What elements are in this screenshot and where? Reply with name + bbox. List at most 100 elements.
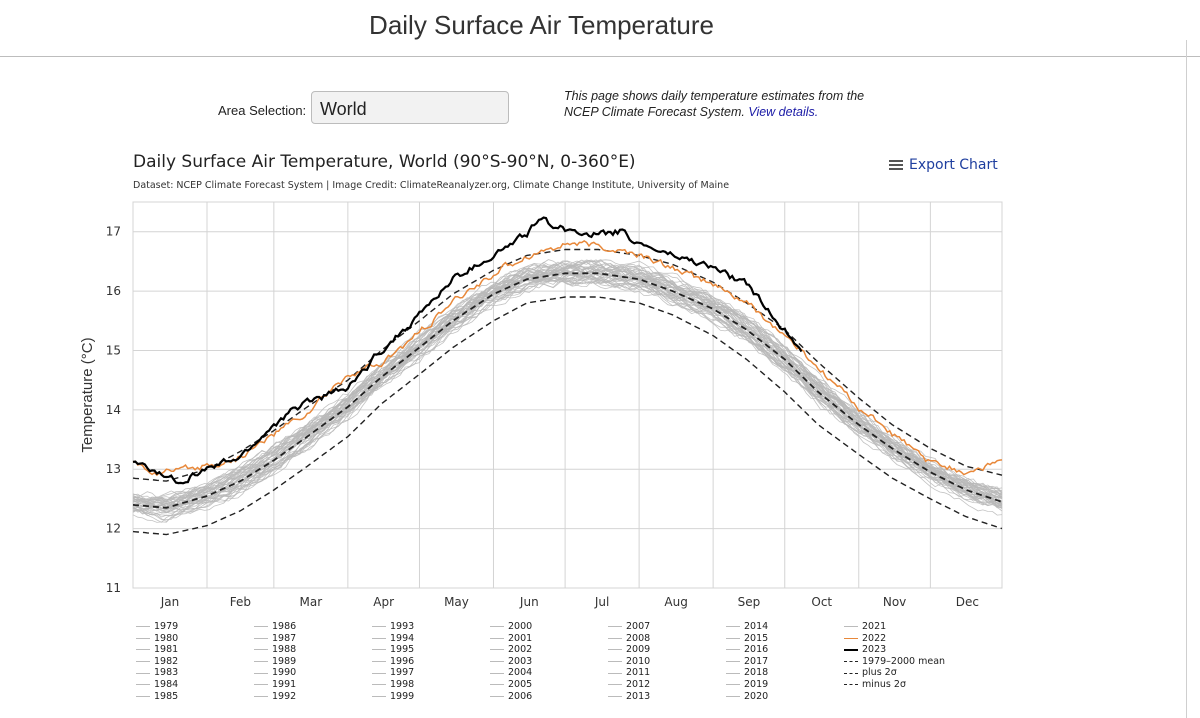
x-tick-label: May	[444, 595, 469, 609]
past-year-line	[132, 277, 1003, 517]
legend-item[interactable]: 2012	[608, 679, 726, 691]
x-tick-label: Sep	[738, 595, 761, 609]
legend-item[interactable]: 2016	[726, 644, 844, 656]
view-details-link[interactable]: View details.	[748, 105, 819, 119]
legend-item[interactable]: 2013	[608, 691, 726, 703]
legend-item[interactable]: 1999	[372, 691, 490, 703]
legend-item[interactable]: 1979	[136, 621, 254, 633]
panel-edge	[1186, 40, 1187, 718]
y-tick-label: 16	[106, 284, 121, 298]
legend-item[interactable]: 2019	[726, 679, 844, 691]
legend-swatch	[372, 684, 386, 686]
legend-item[interactable]: 1994	[372, 633, 490, 645]
legend-item[interactable]: 2018	[726, 667, 844, 679]
legend-item[interactable]: 1988	[254, 644, 372, 656]
legend-swatch	[490, 695, 504, 697]
legend-item[interactable]: 1980	[136, 633, 254, 645]
legend-item[interactable]: 2004	[490, 667, 608, 679]
legend-swatch	[844, 637, 858, 639]
legend-item[interactable]: 1997	[372, 667, 490, 679]
x-tick-label: Oct	[811, 595, 832, 609]
legend-item[interactable]: 1993	[372, 621, 490, 633]
legend-swatch	[726, 672, 740, 674]
legend-label: 2011	[626, 667, 651, 679]
legend-label: 1981	[154, 644, 179, 656]
legend-item[interactable]: 1983	[136, 667, 254, 679]
legend-item[interactable]: 2011	[608, 667, 726, 679]
legend-item[interactable]: 2010	[608, 656, 726, 668]
y-tick-label: 15	[106, 343, 121, 357]
legend-swatch	[844, 626, 858, 628]
legend-item[interactable]: 1985	[136, 691, 254, 703]
legend-swatch	[844, 672, 858, 674]
legend-label: 1990	[272, 667, 297, 679]
legend-item[interactable]: 2015	[726, 633, 844, 645]
legend-item[interactable]: 1989	[254, 656, 372, 668]
legend-label: 1995	[390, 644, 415, 656]
legend-swatch	[372, 695, 386, 697]
legend-label: 2007	[626, 621, 651, 632]
x-tick-label: Jun	[519, 595, 539, 609]
legend-item[interactable]: 1995	[372, 644, 490, 656]
legend-item[interactable]: 1986	[254, 621, 372, 633]
legend-item[interactable]: 1998	[372, 679, 490, 691]
info-description: This page shows daily temperature estima…	[564, 89, 865, 119]
legend-swatch	[490, 661, 504, 663]
legend-item[interactable]: 2009	[608, 644, 726, 656]
legend-item[interactable]: plus 2σ	[844, 667, 962, 679]
legend-item[interactable]: 2000	[490, 621, 608, 633]
legend-item[interactable]: 2002	[490, 644, 608, 656]
legend-swatch	[372, 637, 386, 639]
legend-label: 2015	[744, 632, 769, 644]
legend-item[interactable]: 1982	[136, 656, 254, 668]
page-title: Daily Surface Air Temperature	[369, 10, 714, 40]
legend-label: 2005	[508, 678, 533, 690]
legend-item[interactable]: 2014	[726, 621, 844, 633]
legend-item[interactable]: 1979–2000 mean	[844, 656, 962, 668]
legend-label: 1989	[272, 655, 297, 667]
legend-label: 1994	[390, 632, 415, 644]
legend-item[interactable]: 1996	[372, 656, 490, 668]
legend-item[interactable]: minus 2σ	[844, 679, 962, 691]
legend-swatch	[490, 626, 504, 628]
plus-2sigma-line	[132, 248, 1003, 482]
legend-label: minus 2σ	[862, 678, 906, 690]
legend-item[interactable]: 2017	[726, 656, 844, 668]
title-divider	[0, 56, 1200, 57]
legend-label: 2008	[626, 632, 651, 644]
legend-item[interactable]: 2020	[726, 691, 844, 703]
legend-label: 1993	[390, 621, 415, 632]
legend-swatch	[608, 626, 622, 628]
legend-item[interactable]: 2006	[490, 691, 608, 703]
legend-item[interactable]: 1981	[136, 644, 254, 656]
legend-item[interactable]: 2022	[844, 633, 962, 645]
legend-label: 2019	[744, 678, 769, 690]
export-chart-button[interactable]: Export Chart	[889, 157, 998, 173]
legend-swatch	[136, 684, 150, 686]
legend-swatch	[608, 684, 622, 686]
legend-item[interactable]: 2021	[844, 621, 962, 633]
chart-subtitle: Dataset: NCEP Climate Forecast System | …	[133, 180, 730, 191]
plot-area	[132, 201, 1003, 589]
legend-item[interactable]: 2003	[490, 656, 608, 668]
x-tick-label: Apr	[373, 595, 394, 609]
legend-item[interactable]: 2007	[608, 621, 726, 633]
area-selection-input[interactable]: World	[311, 91, 509, 124]
legend-swatch	[136, 672, 150, 674]
legend-item[interactable]: 2023	[844, 644, 962, 656]
legend-label: 2001	[508, 632, 533, 644]
legend-swatch	[372, 626, 386, 628]
legend-swatch	[844, 684, 858, 686]
legend-item[interactable]: 1992	[254, 691, 372, 703]
legend-item[interactable]: 1990	[254, 667, 372, 679]
legend-item[interactable]: 2001	[490, 633, 608, 645]
chart-legend: 1979 1980 1981 1982 1983 1984 1985 1986 1987 1988…	[136, 621, 966, 702]
legend-item[interactable]: 2005	[490, 679, 608, 691]
legend-item[interactable]: 1984	[136, 679, 254, 691]
legend-item[interactable]: 2008	[608, 633, 726, 645]
legend-item[interactable]: 1991	[254, 679, 372, 691]
legend-label: 1979–2000 mean	[862, 655, 946, 667]
legend-swatch	[372, 649, 386, 651]
legend-label: 2020	[744, 690, 769, 702]
legend-item[interactable]: 1987	[254, 633, 372, 645]
